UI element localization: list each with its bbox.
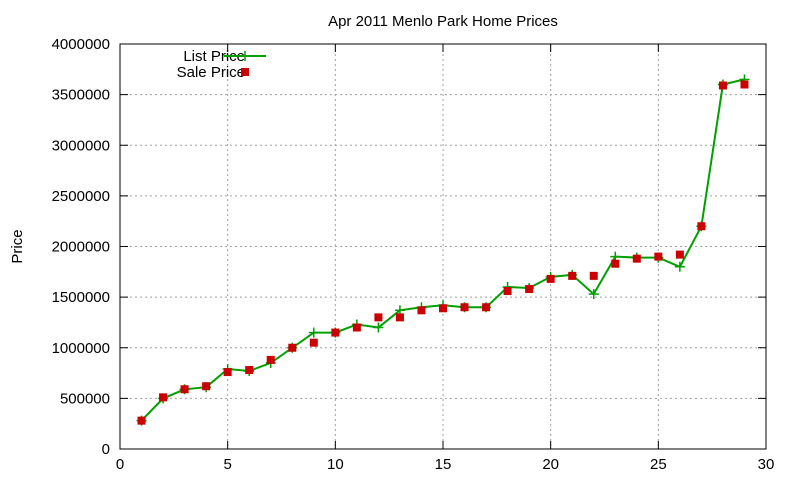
y-tick-label: 0 (102, 441, 110, 458)
x-tick-label: 25 (650, 456, 667, 473)
y-tick-label: 1500000 (52, 289, 110, 306)
sale-price-point (568, 271, 577, 280)
sale-price-point (137, 416, 146, 425)
sale-price-point (331, 328, 340, 337)
sale-price-point (266, 355, 275, 364)
sale-price-point (697, 222, 706, 231)
series-layer (136, 74, 750, 426)
list-price-point (240, 51, 250, 61)
list-price-point (308, 327, 319, 338)
legend-label: Sale Price (177, 64, 245, 81)
sale-price-point (632, 254, 641, 263)
sale-price-point (309, 338, 318, 347)
y-tick-label: 4000000 (52, 36, 110, 53)
sale-price-point (503, 287, 512, 296)
sale-price-point (439, 304, 447, 313)
sale-price-point (417, 306, 426, 315)
grid (120, 44, 766, 449)
sale-price-point (245, 366, 254, 375)
y-axis-label: Price (9, 229, 26, 263)
axis-ticks: 0 500000 1000000 1500000 2000000 2500000 30000… (52, 36, 775, 473)
y-tick-label: 1000000 (52, 340, 110, 357)
x-tick-label: 20 (542, 456, 559, 473)
sale-price-point (525, 285, 534, 294)
y-tick-label: 3500000 (52, 87, 110, 104)
sale-price-point (718, 81, 727, 90)
sale-price-point (740, 80, 749, 89)
x-tick-label: 30 (758, 456, 775, 473)
x-tick-label: 15 (435, 456, 452, 473)
x-tick-label: 5 (223, 456, 231, 473)
list-price-point (373, 322, 384, 333)
sale-price-point (675, 250, 684, 259)
sale-price-point (611, 259, 620, 268)
chart-title: Apr 2011 Menlo Park Home Prices (328, 13, 558, 30)
sale-price-point (288, 343, 297, 352)
sale-price-point (654, 252, 663, 261)
sale-price-point (352, 323, 361, 332)
y-tick-label: 3000000 (52, 137, 110, 154)
sale-price-point (460, 303, 469, 312)
legend-square-swatch (241, 68, 249, 76)
x-tick-label: 0 (116, 456, 124, 473)
sale-price-point (223, 368, 232, 377)
y-tick-label: 2000000 (52, 239, 110, 256)
sale-price-point (395, 313, 404, 322)
y-tick-label: 500000 (60, 390, 110, 407)
sale-price-point (482, 303, 491, 312)
legend-label: List Price (183, 48, 245, 65)
sale-price-point (180, 385, 189, 394)
sale-price-point (202, 382, 211, 391)
sale-price-point (374, 313, 383, 322)
sale-price-point (589, 271, 598, 280)
x-tick-label: 10 (327, 456, 344, 473)
list-price-point (588, 289, 599, 300)
list-price-point (674, 261, 685, 272)
sale-price-point (546, 274, 555, 283)
sale-price-point (159, 393, 168, 402)
y-tick-label: 2500000 (52, 188, 110, 205)
